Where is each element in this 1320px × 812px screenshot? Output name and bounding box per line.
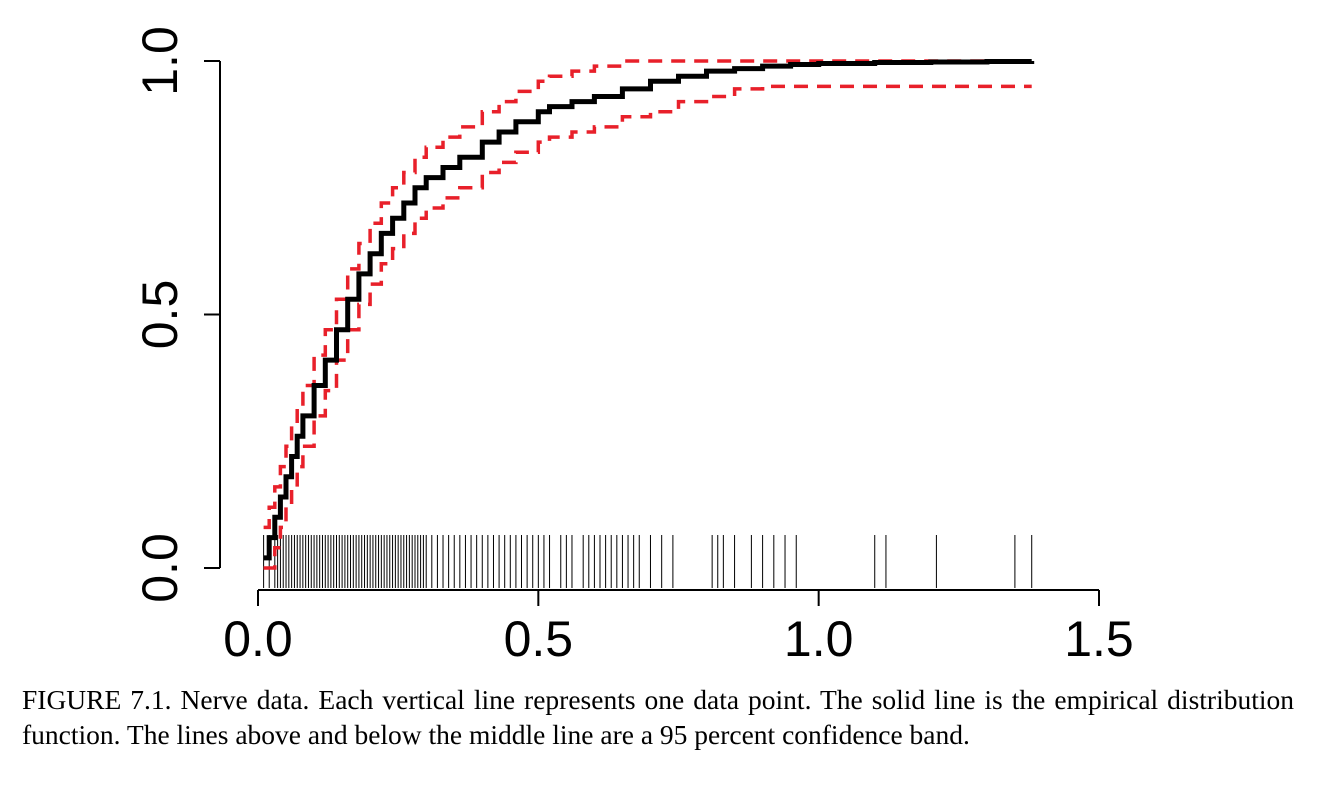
- axes: 0.0 0.5 1.0 1.5 0.0 0.5 1.0: [132, 26, 1134, 667]
- x-tick-label: 0.0: [223, 611, 293, 667]
- rug-marks: [263, 535, 1033, 588]
- ecdf-line: [263, 59, 1035, 561]
- figure-caption: FIGURE 7.1. Nerve data. Each vertical li…: [22, 684, 1294, 750]
- y-tick-label: 1.0: [132, 26, 188, 96]
- ecdf-plot: 0.0 0.5 1.0 1.5 0.0 0.5 1.0: [132, 26, 1134, 667]
- lower-band-line: [263, 84, 1032, 570]
- confidence-band: [263, 59, 1032, 570]
- y-tick-label: 0.5: [132, 280, 188, 350]
- ecdf-step-line: [263, 59, 1035, 561]
- upper-band-line: [263, 59, 1032, 530]
- x-tick-label: 1.0: [784, 611, 854, 667]
- x-tick-label: 0.5: [504, 611, 574, 667]
- y-tick-label: 0.0: [132, 533, 188, 603]
- x-tick-label: 1.5: [1064, 611, 1134, 667]
